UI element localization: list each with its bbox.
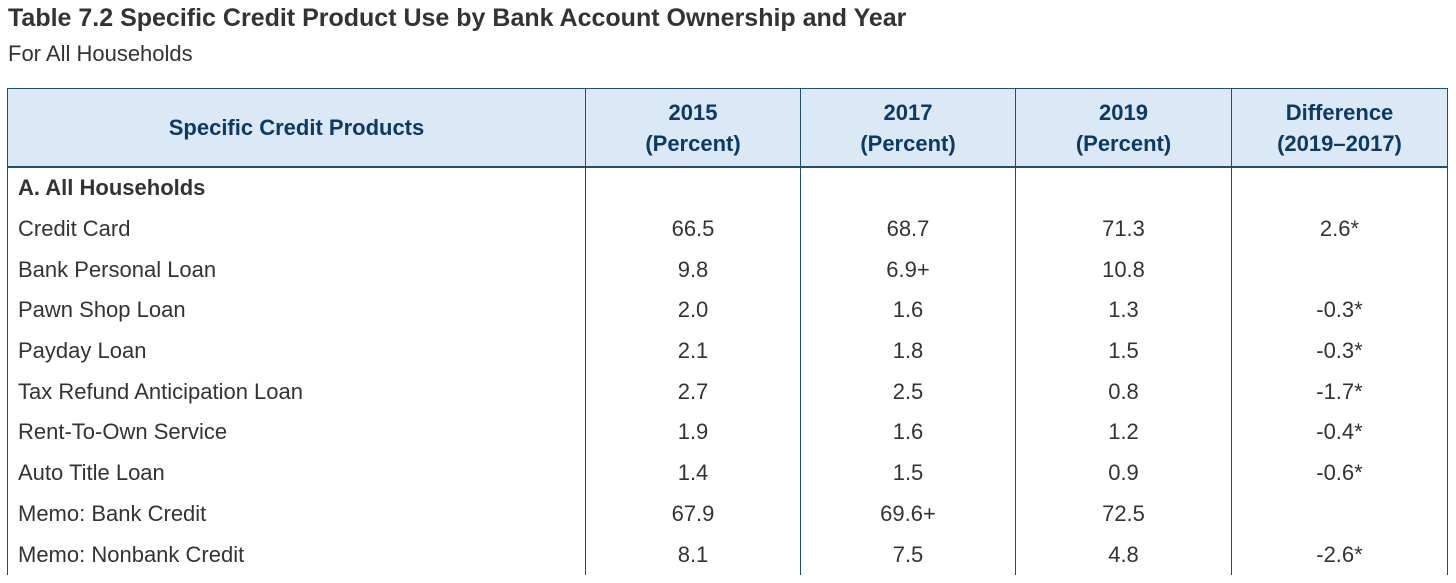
cell-2019: 71.3 bbox=[1015, 208, 1232, 250]
table-title: Table 7.2 Specific Credit Product Use by… bbox=[8, 4, 907, 32]
empty-cell bbox=[1015, 167, 1232, 209]
header-year: 2017 bbox=[883, 99, 933, 125]
cell-2015: 1.9 bbox=[585, 412, 801, 453]
cell-2019: 1.3 bbox=[1015, 290, 1232, 331]
cell-2015: 2.0 bbox=[585, 290, 801, 331]
row-label: Credit Card bbox=[7, 208, 586, 250]
header-unit: (Percent) bbox=[860, 130, 956, 156]
table-row: Tax Refund Anticipation Loan 2.7 2.5 0.8 -1.… bbox=[7, 371, 1448, 413]
section-label: A. All Households bbox=[7, 167, 586, 209]
cell-2015: 9.8 bbox=[585, 249, 801, 291]
cell-difference: -2.6* bbox=[1231, 534, 1448, 575]
cell-2017: 1.8 bbox=[800, 330, 1016, 372]
row-label: Memo: Bank Credit bbox=[7, 493, 586, 535]
header-unit: (Percent) bbox=[645, 130, 741, 156]
header-difference-range: (2019–2017) bbox=[1277, 130, 1402, 156]
cell-2017: 69.6+ bbox=[800, 493, 1016, 535]
table-row: Payday Loan 2.1 1.8 1.5 -0.3* bbox=[7, 330, 1448, 372]
row-label: Bank Personal Loan bbox=[7, 249, 586, 291]
cell-2017: 1.6 bbox=[800, 290, 1016, 331]
row-label: Pawn Shop Loan bbox=[7, 290, 586, 331]
cell-2019: 10.8 bbox=[1015, 249, 1232, 291]
table-row: Bank Personal Loan 9.8 6.9+ 10.8 bbox=[7, 249, 1448, 291]
header-row: Specific Credit Products 2015 (Percent) … bbox=[7, 88, 1448, 168]
table-row: Credit Card 66.5 68.7 71.3 2.6* bbox=[7, 208, 1448, 250]
cell-2015: 67.9 bbox=[585, 493, 801, 535]
cell-2017: 6.9+ bbox=[800, 249, 1016, 291]
section-row: A. All Households bbox=[7, 167, 1448, 209]
cell-2019: 0.8 bbox=[1015, 371, 1232, 413]
cell-2019: 72.5 bbox=[1015, 493, 1232, 535]
header-specific-credit-products: Specific Credit Products bbox=[7, 88, 586, 168]
cell-difference: -0.3* bbox=[1231, 290, 1448, 331]
header-2015: 2015 (Percent) bbox=[585, 88, 801, 168]
cell-2015: 2.1 bbox=[585, 330, 801, 372]
row-label: Auto Title Loan bbox=[7, 452, 586, 494]
cell-2015: 8.1 bbox=[585, 534, 801, 575]
row-label: Memo: Nonbank Credit bbox=[7, 534, 586, 575]
cell-2017: 1.6 bbox=[800, 412, 1016, 453]
cell-difference: -1.7* bbox=[1231, 371, 1448, 413]
row-label: Tax Refund Anticipation Loan bbox=[7, 371, 586, 413]
table-row: Auto Title Loan 1.4 1.5 0.9 -0.6* bbox=[7, 452, 1448, 494]
cell-difference: 2.6* bbox=[1231, 208, 1448, 250]
empty-cell bbox=[800, 167, 1016, 209]
row-label: Payday Loan bbox=[7, 330, 586, 372]
header-2019: 2019 (Percent) bbox=[1015, 88, 1232, 168]
header-difference-label: Difference bbox=[1285, 99, 1394, 125]
cell-2015: 66.5 bbox=[585, 208, 801, 250]
header-2017: 2017 (Percent) bbox=[800, 88, 1016, 168]
header-year: 2019 bbox=[1099, 99, 1148, 125]
cell-2019: 1.5 bbox=[1015, 330, 1232, 372]
cell-2017: 7.5 bbox=[800, 534, 1016, 575]
header-label: Specific Credit Products bbox=[168, 115, 425, 140]
empty-cell bbox=[585, 167, 801, 209]
cell-difference: -0.3* bbox=[1231, 330, 1448, 372]
cell-2019: 4.8 bbox=[1015, 534, 1232, 575]
empty-cell bbox=[1231, 167, 1448, 209]
table-body: A. All Households Credit Card 66.5 68.7 71.… bbox=[7, 167, 1448, 575]
table-row: Rent-To-Own Service 1.9 1.6 1.2 -0.4* bbox=[7, 412, 1448, 453]
cell-2015: 2.7 bbox=[585, 371, 801, 413]
cell-difference: -0.6* bbox=[1231, 452, 1448, 494]
cell-2015: 1.4 bbox=[585, 452, 801, 494]
cell-2017: 68.7 bbox=[800, 208, 1016, 250]
header-year: 2015 bbox=[668, 99, 718, 125]
table-row: Pawn Shop Loan 2.0 1.6 1.3 -0.3* bbox=[7, 290, 1448, 331]
cell-2019: 0.9 bbox=[1015, 452, 1232, 494]
table-row: Memo: Bank Credit 67.9 69.6+ 72.5 bbox=[7, 493, 1448, 535]
header-difference: Difference (2019–2017) bbox=[1231, 88, 1448, 168]
cell-2017: 1.5 bbox=[800, 452, 1016, 494]
table-subtitle: For All Households bbox=[8, 41, 193, 66]
cell-difference bbox=[1231, 493, 1448, 535]
cell-difference: -0.4* bbox=[1231, 412, 1448, 453]
table-row: Memo: Nonbank Credit 8.1 7.5 4.8 -2.6* bbox=[7, 534, 1448, 575]
cell-2019: 1.2 bbox=[1015, 412, 1232, 453]
row-label: Rent-To-Own Service bbox=[7, 412, 586, 453]
header-unit: (Percent) bbox=[1075, 130, 1172, 156]
cell-difference bbox=[1231, 249, 1448, 291]
cell-2017: 2.5 bbox=[800, 371, 1016, 413]
credit-products-table: Specific Credit Products 2015 (Percent) … bbox=[7, 88, 1448, 575]
